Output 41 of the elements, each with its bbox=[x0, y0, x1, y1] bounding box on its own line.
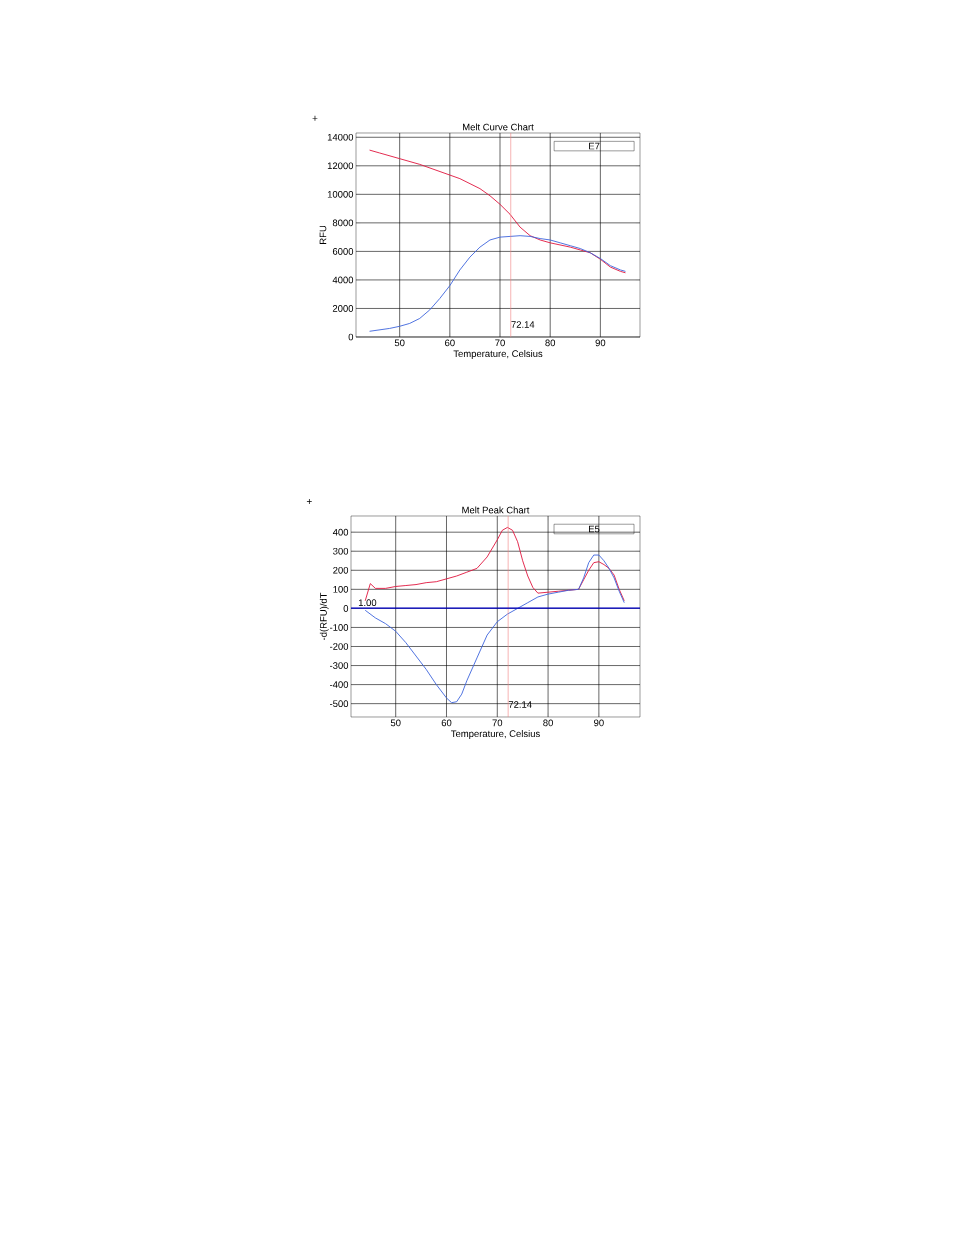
y-tick-label: 0 bbox=[348, 333, 354, 341]
x-tick-label: 90 bbox=[594, 719, 604, 727]
x-tick-label: 80 bbox=[543, 719, 553, 727]
y-tick-label: -100 bbox=[329, 624, 349, 631]
x-axis-title: Temperature, Celsius bbox=[451, 730, 540, 739]
y-tick-label: -200 bbox=[329, 643, 349, 650]
x-tick-label: 80 bbox=[545, 339, 556, 347]
y-tick-label: 10000 bbox=[327, 190, 354, 198]
y-tick-label: 8000 bbox=[332, 219, 354, 227]
y-tick-label: 300 bbox=[333, 547, 349, 555]
x-tick-label: 70 bbox=[495, 339, 505, 347]
chart-title: Melt Peak Chart bbox=[462, 506, 530, 514]
x-axis-title: Temperature, Celsius bbox=[453, 350, 543, 359]
ref-line-label: 72.14 bbox=[511, 321, 535, 328]
text: + bbox=[312, 115, 318, 121]
x-tick-label: 50 bbox=[390, 719, 401, 727]
y-tick-label: 6000 bbox=[332, 248, 354, 255]
ref-line-label: 1.00 bbox=[358, 599, 377, 607]
y-tick-label: -500 bbox=[329, 700, 349, 708]
x-tick-label: 60 bbox=[445, 339, 455, 347]
y-tick-label: 12000 bbox=[327, 162, 354, 170]
y-tick-label: 0 bbox=[343, 605, 349, 612]
y-tick-label: -400 bbox=[329, 681, 349, 688]
annotation: E5 bbox=[589, 525, 600, 533]
chart-title: Melt Curve Chart bbox=[463, 123, 534, 131]
annotation: E7 bbox=[589, 142, 600, 150]
y-axis-title: -d(RFU)/dT bbox=[319, 592, 329, 640]
y-tick-label: 200 bbox=[333, 566, 349, 574]
y-tick-label: 400 bbox=[332, 528, 349, 536]
y-tick-label: -300 bbox=[329, 662, 349, 669]
x-tick-label: 70 bbox=[492, 719, 503, 727]
y-tick-label: 2000 bbox=[332, 305, 354, 312]
y-tick-label: 4000 bbox=[332, 276, 354, 284]
y-axis-title: RFU bbox=[319, 225, 327, 244]
y-tick-label: 100 bbox=[333, 585, 349, 593]
x-tick-label: 50 bbox=[394, 339, 405, 347]
x-tick-label: 90 bbox=[595, 339, 606, 347]
x-tick-label: 60 bbox=[441, 719, 452, 727]
y-tick-label: 14000 bbox=[327, 133, 354, 141]
text: + bbox=[306, 499, 312, 504]
ref-line-label: 72.14 bbox=[508, 701, 532, 708]
